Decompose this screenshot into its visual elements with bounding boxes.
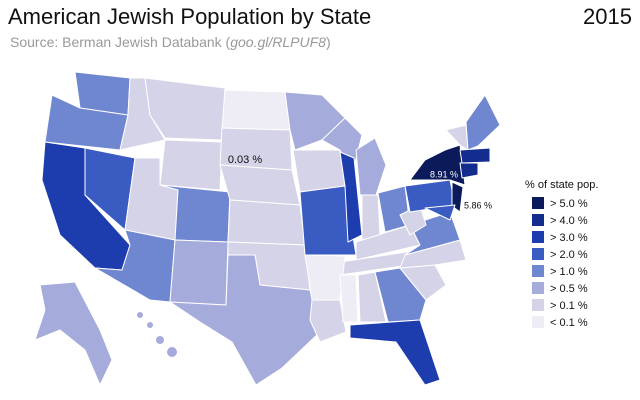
legend-label: > 2.0 % — [550, 249, 588, 261]
state — [292, 149, 346, 193]
legend-swatch — [532, 214, 544, 226]
year: 2015 — [583, 4, 632, 29]
state — [221, 89, 291, 131]
state — [309, 299, 347, 343]
state — [424, 204, 456, 221]
title: American Jewish Population by State — [8, 4, 371, 29]
state — [459, 162, 479, 179]
state — [219, 164, 301, 206]
state — [349, 319, 441, 386]
state — [374, 267, 427, 323]
legend-swatch — [532, 316, 544, 328]
island — [167, 347, 177, 357]
source: Source: Berman Jewish Databank (goo.gl/R… — [10, 34, 331, 50]
legend-label: > 1.0 % — [550, 266, 588, 278]
state — [339, 274, 359, 323]
island — [137, 312, 143, 318]
states — [34, 71, 501, 386]
state — [339, 151, 363, 243]
island — [156, 336, 164, 344]
state — [169, 239, 229, 306]
legend-swatch — [532, 248, 544, 260]
state — [304, 254, 346, 301]
island — [147, 322, 153, 328]
legend-title: % of state pop. — [525, 179, 598, 191]
source-text: Source: Berman Jewish Databank ( — [10, 34, 231, 50]
state — [355, 137, 387, 196]
legend-label: < 0.1 % — [550, 317, 588, 329]
legend-label: > 5.0 % — [550, 198, 588, 210]
state — [227, 199, 306, 246]
legend-swatch — [532, 282, 544, 294]
state — [159, 139, 223, 191]
annotation: 8.91 % — [430, 169, 458, 179]
legend-swatch — [532, 265, 544, 277]
annotation: 0.03 % — [228, 154, 262, 166]
legend-label: > 0.5 % — [550, 283, 588, 295]
state — [169, 254, 321, 386]
state — [34, 281, 113, 386]
legend-swatch — [532, 299, 544, 311]
legend-label: > 4.0 % — [550, 215, 588, 227]
state — [451, 181, 464, 213]
legend-label: > 3.0 % — [550, 232, 588, 244]
state — [459, 147, 491, 164]
legend-swatch — [532, 197, 544, 209]
legend-label: > 0.1 % — [550, 300, 588, 312]
state — [361, 194, 381, 241]
legend: % of state pop. > 5.0 % > 4.0 % > 3.0 % > 2… — [525, 179, 598, 329]
source-text: ) — [326, 34, 331, 50]
legend-swatch — [532, 231, 544, 243]
annotation: 5.86 % — [464, 200, 492, 210]
state — [144, 77, 226, 141]
state — [465, 94, 501, 151]
source-link: goo.gl/RLPUF8 — [230, 34, 326, 50]
